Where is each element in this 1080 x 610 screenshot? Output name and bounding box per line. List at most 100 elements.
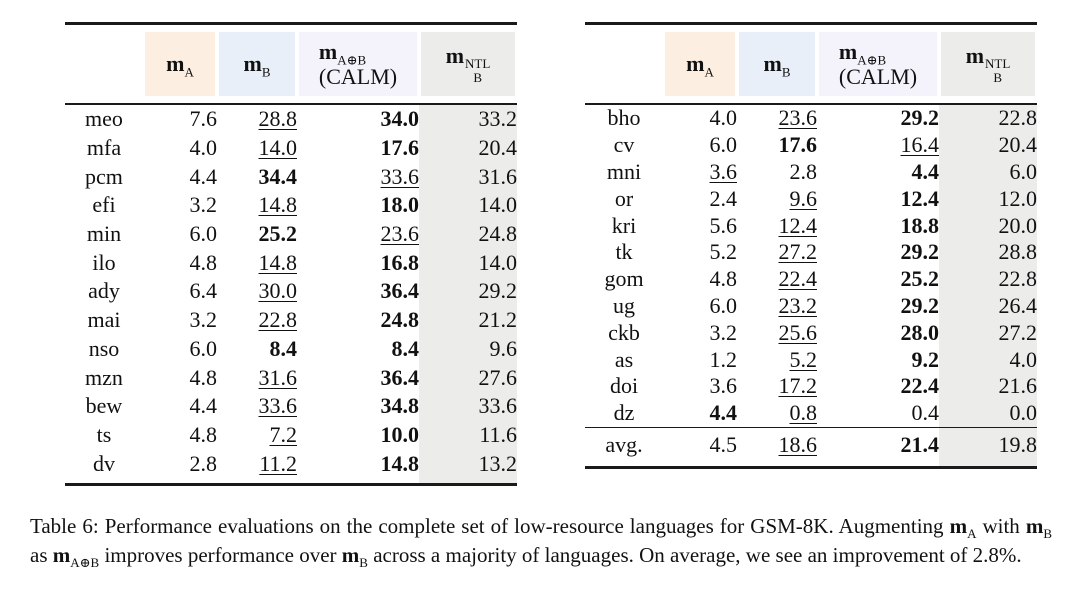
m-a-symbol: mA [686, 51, 714, 80]
language-label: mai [87, 307, 121, 333]
table-row: meo 7.6 28.8 34.0 33.2 [65, 104, 517, 134]
table-row: mai 3.2 22.8 24.8 21.2 [65, 305, 517, 335]
language-label: as [614, 346, 634, 372]
value-cell: 9.6 [789, 185, 818, 211]
calm-header-cell: mA⊕B (CALM) [819, 32, 937, 96]
table-row: ckb 3.2 25.6 28.0 27.2 [585, 319, 1037, 347]
m-b-ntl-symbol: m NTL B [965, 43, 1011, 86]
table-row: mfa 4.0 14.0 17.6 20.4 [65, 133, 517, 163]
value-cell: 16.8 [380, 249, 420, 275]
calm-label: (CALM) [318, 64, 398, 89]
col-header-m-ab-calm: mA⊕B (CALM) [297, 24, 419, 105]
m-a-header-cell: mA [665, 32, 735, 96]
corner-cell [65, 24, 143, 105]
value-cell: 25.2 [258, 221, 298, 247]
value-cell: 2.8 [789, 158, 818, 184]
value-cell: 27.2 [778, 239, 818, 265]
value-cell: 12.4 [778, 212, 818, 238]
value-cell: 20.4 [939, 131, 1037, 159]
m-ab-symbol: mA⊕B [838, 39, 887, 68]
value-cell: 18.8 [900, 212, 940, 238]
language-label: ilo [92, 249, 116, 275]
value-cell: 29.2 [900, 105, 940, 131]
math-symbol: mB [1025, 514, 1052, 542]
table-row: gom 4.8 22.4 25.2 22.8 [585, 265, 1037, 293]
value-cell: 8.4 [391, 335, 420, 361]
value-cell: 27.2 [939, 319, 1037, 347]
language-label: bho [607, 105, 641, 131]
value-cell: 20.4 [419, 133, 517, 163]
value-cell: 18.0 [380, 192, 420, 218]
table-row: pcm 4.4 34.4 33.6 31.6 [65, 162, 517, 192]
value-cell: 4.4 [911, 158, 940, 184]
value-cell: 6.0 [709, 292, 738, 318]
value-cell: 33.2 [419, 104, 517, 134]
language-label: mni [606, 158, 642, 184]
table-row: ts 4.8 7.2 10.0 11.6 [65, 420, 517, 450]
value-cell: 22.8 [939, 104, 1037, 132]
value-cell: 33.6 [419, 391, 517, 421]
language-label: meo [85, 106, 123, 132]
value-cell: 6.4 [189, 278, 218, 304]
value-cell: 4.4 [189, 393, 218, 419]
value-cell: 4.0 [189, 135, 218, 161]
ntl-header-cell: m NTL B [941, 32, 1035, 96]
value-cell: 20.0 [939, 212, 1037, 239]
value-cell: 4.8 [709, 266, 738, 292]
value-cell: 28.8 [939, 238, 1037, 266]
language-label: pcm [85, 163, 123, 189]
calm-label: (CALM) [838, 64, 918, 89]
value-cell: 29.2 [900, 239, 940, 265]
value-cell: 4.4 [189, 163, 218, 189]
value-cell: 6.0 [189, 335, 218, 361]
calm-symbol-block: mA⊕B (CALM) [839, 39, 917, 89]
value-cell: 3.6 [709, 373, 738, 399]
value-cell: 4.0 [709, 105, 738, 131]
value-cell: 25.6 [778, 319, 818, 345]
value-cell: 7.2 [269, 421, 298, 447]
language-label: tk [615, 239, 633, 265]
col-header-m-b-ntl: m NTL B [939, 24, 1037, 105]
language-label: dv [93, 450, 115, 476]
value-cell: 3.2 [709, 319, 738, 345]
value-cell: 16.4 [900, 132, 940, 158]
value-cell: 31.6 [419, 162, 517, 192]
value-cell: 14.8 [258, 192, 298, 218]
col-header-m-b: mB [737, 24, 817, 105]
language-label: bew [85, 393, 123, 419]
value-cell: 10.0 [380, 421, 420, 447]
value-cell: 22.4 [900, 373, 940, 399]
language-label: cv [613, 132, 635, 158]
value-cell: 8.4 [269, 335, 298, 361]
language-label: kri [611, 212, 637, 238]
table-caption: Table 6: Performance evaluations on the … [30, 514, 1052, 570]
value-cell: 6.0 [189, 221, 218, 247]
m-b-header-cell: mB [219, 32, 295, 96]
language-label: nso [88, 335, 120, 361]
language-label: ug [613, 292, 635, 318]
value-cell: 22.8 [258, 307, 298, 333]
value-cell: 1.2 [709, 346, 738, 372]
value-cell: 14.8 [258, 249, 298, 275]
value-cell: 18.6 [778, 432, 818, 458]
value-cell: 0.4 [911, 400, 940, 426]
value-cell: 33.6 [258, 393, 298, 419]
m-b-ntl-symbol: m NTL B [445, 43, 491, 86]
value-cell: 22.8 [939, 265, 1037, 293]
value-cell: 11.2 [259, 450, 297, 476]
language-label: mfa [86, 135, 122, 161]
language-label: gom [604, 266, 644, 292]
value-cell: 21.2 [419, 305, 517, 335]
performance-table-left: mA mB mA⊕B (CALM) [65, 22, 517, 486]
table-row: mzn 4.8 31.6 36.4 27.6 [65, 363, 517, 392]
value-cell: 34.8 [380, 393, 420, 419]
value-cell: 14.0 [419, 248, 517, 278]
m-ab-symbol: mA⊕B [318, 39, 367, 68]
value-cell: 4.8 [189, 421, 218, 447]
value-cell: 31.6 [258, 364, 298, 390]
value-cell: 19.8 [939, 427, 1037, 468]
value-cell: 0.0 [939, 399, 1037, 428]
value-cell: 36.4 [380, 278, 420, 304]
value-cell: 14.0 [258, 135, 298, 161]
table-row: dz 4.4 0.8 0.4 0.0 [585, 399, 1037, 428]
